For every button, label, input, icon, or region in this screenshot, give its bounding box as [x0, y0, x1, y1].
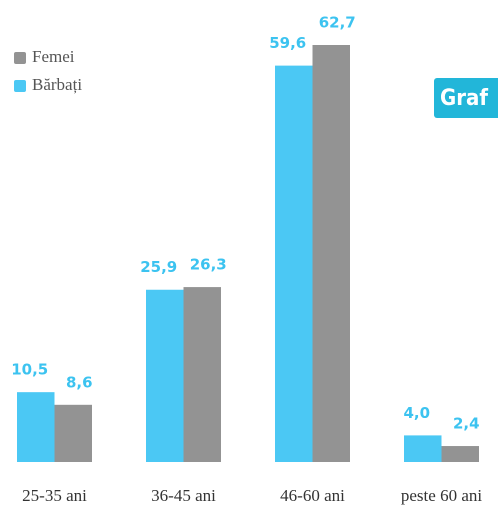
- value-label: 4,0: [403, 404, 430, 422]
- value-label: 25,9: [140, 258, 177, 276]
- bar: [312, 45, 350, 462]
- legend-swatch: [14, 80, 26, 92]
- x-tick-label: peste 60 ani: [401, 486, 482, 505]
- tag-box: [434, 78, 498, 118]
- legend-swatch: [14, 52, 26, 64]
- x-tick-label: 46-60 ani: [280, 486, 345, 505]
- value-label: 8,6: [66, 373, 93, 391]
- legend-label: Femei: [32, 47, 75, 66]
- bar: [441, 446, 479, 462]
- legend-label: Bărbați: [32, 75, 82, 94]
- tag: Graf: [440, 86, 488, 111]
- value-label: 10,5: [11, 361, 48, 379]
- value-label: 26,3: [190, 256, 227, 274]
- bar: [17, 392, 55, 462]
- bar: [275, 65, 313, 463]
- value-label: 2,4: [453, 415, 480, 433]
- bar: [54, 404, 92, 462]
- x-tick-label: 36-45 ani: [151, 486, 216, 505]
- value-label: 59,6: [269, 34, 306, 52]
- bar: [183, 287, 221, 462]
- x-tick-label: 25-35 ani: [22, 486, 87, 505]
- bar: [146, 289, 184, 462]
- value-label: 62,7: [319, 14, 356, 32]
- bar: [404, 435, 442, 462]
